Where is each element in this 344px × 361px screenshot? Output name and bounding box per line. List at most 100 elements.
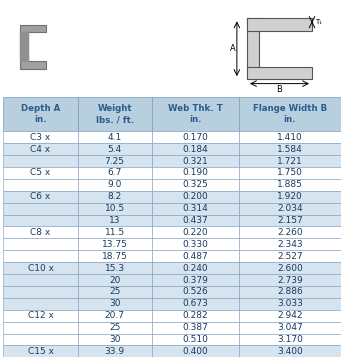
Text: 5.4: 5.4	[108, 145, 122, 154]
Text: 0.400: 0.400	[183, 347, 208, 356]
Text: 20: 20	[109, 275, 120, 284]
FancyBboxPatch shape	[3, 345, 78, 357]
Text: 4.1: 4.1	[108, 133, 122, 142]
FancyBboxPatch shape	[239, 322, 341, 334]
FancyBboxPatch shape	[3, 250, 78, 262]
FancyBboxPatch shape	[3, 203, 78, 214]
Text: 30: 30	[109, 299, 120, 308]
Text: C10 x: C10 x	[28, 264, 54, 273]
Text: 0.437: 0.437	[183, 216, 208, 225]
FancyBboxPatch shape	[152, 191, 239, 203]
FancyBboxPatch shape	[152, 345, 239, 357]
Text: C4 x: C4 x	[31, 145, 51, 154]
Text: 9.0: 9.0	[108, 180, 122, 189]
Text: 1.885: 1.885	[277, 180, 303, 189]
FancyBboxPatch shape	[152, 322, 239, 334]
Text: 13: 13	[109, 216, 120, 225]
FancyBboxPatch shape	[239, 298, 341, 310]
FancyBboxPatch shape	[3, 322, 78, 334]
Text: 3.047: 3.047	[277, 323, 303, 332]
Text: 15.3: 15.3	[105, 264, 125, 273]
FancyBboxPatch shape	[3, 274, 78, 286]
Text: C12 x: C12 x	[28, 311, 53, 320]
FancyBboxPatch shape	[152, 286, 239, 298]
FancyBboxPatch shape	[239, 286, 341, 298]
FancyBboxPatch shape	[3, 155, 78, 167]
FancyBboxPatch shape	[152, 334, 239, 345]
Bar	[247, 18, 259, 79]
Text: 1.750: 1.750	[277, 169, 303, 177]
Text: 7.25: 7.25	[105, 157, 125, 165]
FancyBboxPatch shape	[239, 310, 341, 322]
Text: 25: 25	[109, 323, 120, 332]
Text: 2.157: 2.157	[277, 216, 303, 225]
FancyBboxPatch shape	[78, 238, 152, 250]
FancyBboxPatch shape	[78, 167, 152, 179]
Text: C3 x: C3 x	[30, 133, 51, 142]
Text: Weight
lbs. / ft.: Weight lbs. / ft.	[96, 104, 134, 125]
FancyBboxPatch shape	[239, 226, 341, 238]
Text: 0.379: 0.379	[183, 275, 208, 284]
Text: 0.190: 0.190	[183, 169, 208, 177]
Text: 3.033: 3.033	[277, 299, 303, 308]
Text: 2.739: 2.739	[277, 275, 303, 284]
FancyBboxPatch shape	[78, 345, 152, 357]
FancyBboxPatch shape	[239, 334, 341, 345]
Text: 2.886: 2.886	[277, 287, 303, 296]
FancyBboxPatch shape	[3, 179, 78, 191]
Text: 2.527: 2.527	[277, 252, 303, 261]
Text: 2.260: 2.260	[277, 228, 303, 237]
FancyBboxPatch shape	[239, 167, 341, 179]
Text: 0.184: 0.184	[183, 145, 208, 154]
Text: 1.721: 1.721	[277, 157, 303, 165]
FancyBboxPatch shape	[152, 226, 239, 238]
Text: 30: 30	[109, 335, 120, 344]
FancyBboxPatch shape	[152, 155, 239, 167]
FancyBboxPatch shape	[152, 143, 239, 155]
FancyBboxPatch shape	[3, 97, 78, 131]
FancyBboxPatch shape	[78, 131, 152, 143]
Text: 0.526: 0.526	[183, 287, 208, 296]
FancyBboxPatch shape	[239, 250, 341, 262]
Text: C8 x: C8 x	[30, 228, 51, 237]
FancyBboxPatch shape	[3, 191, 78, 203]
Text: 18.75: 18.75	[102, 252, 128, 261]
Bar	[247, 67, 312, 79]
FancyBboxPatch shape	[239, 203, 341, 214]
Text: 10.5: 10.5	[105, 204, 125, 213]
FancyBboxPatch shape	[3, 310, 78, 322]
Text: A: A	[230, 44, 235, 53]
FancyBboxPatch shape	[239, 131, 341, 143]
FancyBboxPatch shape	[239, 262, 341, 274]
FancyBboxPatch shape	[78, 97, 152, 131]
FancyBboxPatch shape	[152, 203, 239, 214]
FancyBboxPatch shape	[3, 238, 78, 250]
FancyBboxPatch shape	[78, 310, 152, 322]
Bar	[247, 18, 312, 31]
Text: Depth A
in.: Depth A in.	[21, 104, 60, 125]
FancyBboxPatch shape	[152, 274, 239, 286]
Text: 0.673: 0.673	[183, 299, 208, 308]
FancyBboxPatch shape	[152, 214, 239, 226]
FancyBboxPatch shape	[239, 155, 341, 167]
Text: Web Thk. T
in.: Web Thk. T in.	[168, 104, 223, 125]
FancyBboxPatch shape	[78, 203, 152, 214]
Text: 2.343: 2.343	[277, 240, 303, 249]
Text: C5 x: C5 x	[30, 169, 51, 177]
Text: 6.7: 6.7	[108, 169, 122, 177]
FancyBboxPatch shape	[152, 310, 239, 322]
Text: B: B	[276, 85, 282, 94]
FancyBboxPatch shape	[78, 143, 152, 155]
Text: 0.387: 0.387	[183, 323, 208, 332]
FancyBboxPatch shape	[78, 334, 152, 345]
FancyBboxPatch shape	[78, 298, 152, 310]
FancyBboxPatch shape	[152, 179, 239, 191]
Text: 2.600: 2.600	[277, 264, 303, 273]
Text: 3.400: 3.400	[277, 347, 303, 356]
FancyBboxPatch shape	[3, 298, 78, 310]
Polygon shape	[20, 25, 46, 69]
Text: 1.920: 1.920	[277, 192, 303, 201]
FancyBboxPatch shape	[3, 214, 78, 226]
FancyBboxPatch shape	[78, 155, 152, 167]
Text: T₁: T₁	[315, 19, 322, 25]
